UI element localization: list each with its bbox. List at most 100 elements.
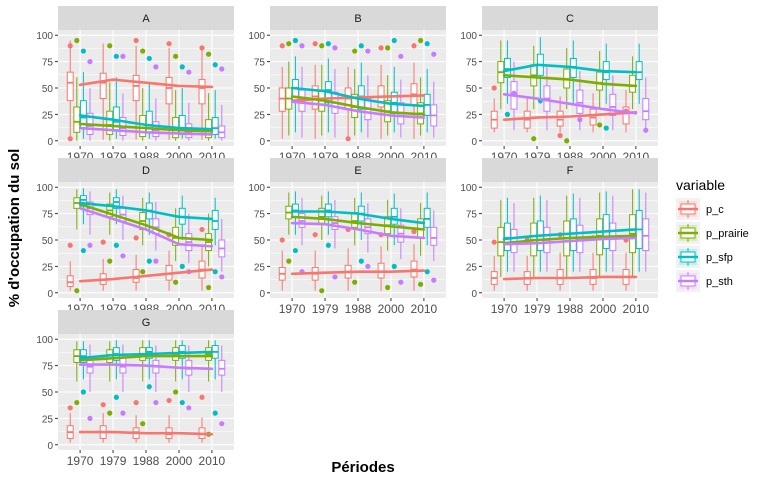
box-body	[278, 87, 286, 112]
outlier-point-p_c	[312, 41, 318, 47]
box-p_c-1979	[311, 64, 319, 139]
box-p_c-1970	[490, 98, 498, 133]
outlier-point-p_c	[133, 235, 139, 241]
x-tick-label: 1988	[557, 302, 584, 316]
outlier-point-p_c	[345, 136, 351, 142]
box-p_prairie-1970	[497, 199, 505, 277]
outlier-point-p_sth	[120, 253, 126, 259]
box-body	[635, 61, 643, 81]
outlier-point-p_sfp	[504, 111, 511, 117]
box-p_c-1970	[278, 66, 286, 139]
trend-line-p_sth	[290, 100, 426, 119]
outlier-point-p_prairie	[352, 279, 358, 285]
outlier-point-p_prairie	[385, 284, 391, 291]
facet-strip-label: C	[566, 13, 574, 25]
outlier-point-p_prairie	[107, 258, 113, 264]
outlier-point-p_sfp	[292, 37, 299, 44]
outlier-point-p_sth	[431, 277, 437, 283]
outlier-point-p_c	[491, 85, 497, 91]
outlier-point-p_c	[67, 43, 73, 49]
outlier-point-p_c	[199, 45, 205, 51]
outlier-point-p_sfp	[179, 263, 185, 269]
box-p_prairie-1979	[318, 195, 326, 240]
box-p_prairie-1970	[73, 77, 81, 141]
box-body	[218, 359, 226, 376]
outlier-point-p_c	[557, 132, 563, 139]
box-body	[622, 106, 630, 125]
outlier-point-p_c	[199, 394, 205, 400]
box-body	[211, 117, 219, 135]
outlier-point-p_c	[199, 226, 205, 233]
box-body	[73, 106, 81, 133]
box-body	[576, 224, 584, 254]
y-tick-label: 0	[471, 289, 477, 300]
facet-strip	[270, 6, 446, 30]
outlier-point-p_prairie	[205, 51, 212, 57]
outlier-point-p_prairie	[140, 269, 146, 275]
y-tick-label: 50	[254, 236, 266, 247]
outlier-point-p_sth	[153, 399, 159, 406]
legend-label: p_sth	[706, 276, 733, 288]
box-p_c-1979	[523, 98, 531, 133]
x-tick-label: 2000	[166, 454, 193, 468]
y-tick-label: 100	[460, 183, 477, 194]
outlier-point-p_sfp	[424, 41, 430, 47]
box-p_c-1988	[132, 45, 140, 140]
y-tick-label: 75	[42, 210, 54, 221]
box-body	[211, 209, 219, 230]
outlier-point-p_sfp	[80, 48, 87, 54]
outlier-point-p_sfp	[292, 247, 299, 254]
trend-line-p_sth	[290, 221, 426, 240]
outlier-point-p_sfp	[212, 410, 218, 416]
facet-strip	[482, 6, 658, 30]
box-p_sth-1988	[364, 203, 372, 253]
outlier-point-p_c	[100, 402, 106, 408]
box-body	[311, 85, 319, 110]
outlier-point-p_prairie	[173, 389, 179, 395]
box-body	[132, 74, 140, 102]
y-tick-label: 25	[254, 110, 266, 121]
box-p_sfp-2010	[423, 192, 431, 246]
y-tick-label: 25	[254, 262, 266, 273]
y-tick-label: 50	[466, 84, 478, 95]
box-p_prairie-1970	[73, 341, 81, 382]
y-tick-label: 0	[259, 289, 265, 300]
outlier-point-p_sfp	[325, 41, 331, 47]
facet-strip	[58, 310, 234, 334]
box-body	[66, 71, 74, 102]
outlier-point-p_c	[411, 43, 417, 49]
y-tick-label: 25	[42, 414, 54, 425]
box-body	[609, 93, 617, 116]
outlier-point-p_prairie	[597, 122, 603, 128]
box-p_prairie-1988	[139, 197, 147, 246]
outlier-point-p_prairie	[564, 138, 570, 144]
outlier-point-p_prairie	[74, 37, 80, 44]
box-p_prairie-2010	[205, 340, 213, 382]
y-tick-label: 50	[254, 84, 266, 95]
legend-item-p_prairie: p_prairie	[676, 222, 749, 244]
box-body	[642, 98, 650, 121]
outlier-point-p_sth	[577, 117, 583, 123]
y-tick-label: 100	[36, 335, 53, 346]
x-tick-label: 2010	[199, 454, 226, 468]
facet-strip-label: D	[142, 165, 150, 177]
outlier-point-p_sfp	[424, 269, 430, 275]
outlier-point-p_sfp	[603, 125, 609, 131]
outlier-point-p_sfp	[146, 55, 152, 62]
outlier-point-p_sth	[87, 415, 93, 421]
box-p_sfp-2010	[635, 43, 643, 104]
y-tick-label: 0	[471, 137, 477, 148]
x-tick-label: 2000	[378, 302, 405, 316]
trend-line-p_sfp	[290, 210, 426, 225]
facet-panel-G: G 0 25 50 75 100 1970 1979 1988 2000 2010	[36, 310, 234, 468]
outlier-point-p_sfp	[325, 242, 331, 248]
box-body	[364, 218, 372, 235]
trend-line-p_prairie	[78, 354, 214, 362]
outlier-point-p_prairie	[417, 37, 424, 44]
outlier-point-p_c	[411, 228, 417, 235]
trend-line-p_prairie	[290, 215, 426, 231]
trend-line-p_prairie	[290, 95, 426, 116]
facet-strip-label: A	[142, 13, 150, 25]
